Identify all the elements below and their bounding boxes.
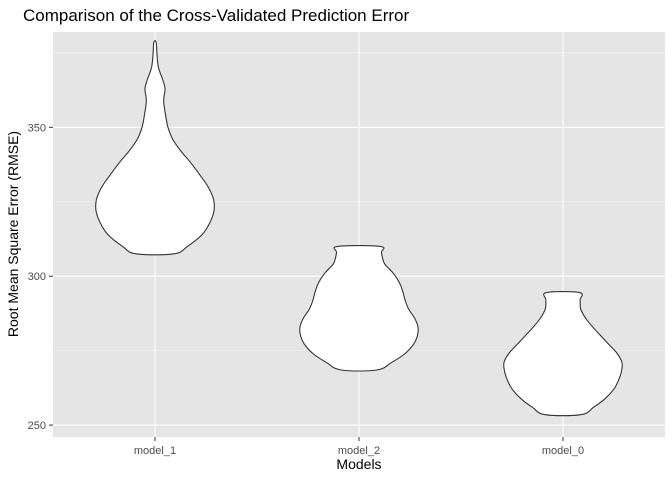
violin-model_2 (299, 245, 419, 372)
chart-title: Comparison of the Cross-Validated Predic… (23, 6, 409, 25)
violin-model_1 (95, 40, 215, 256)
y-axis-ticks: 250 300 350 (28, 122, 53, 432)
violin-layer (95, 40, 623, 417)
y-tick-label: 350 (28, 122, 46, 134)
x-axis-ticks: model_1 model_2 model_0 (134, 437, 584, 457)
y-axis-title: Root Mean Square Error (RMSE) (5, 131, 21, 337)
x-tick-label: model_1 (134, 445, 176, 457)
x-axis-title: Models (336, 456, 381, 472)
y-tick-label: 250 (28, 420, 46, 432)
violin-model_0 (503, 291, 623, 417)
y-tick-label: 300 (28, 271, 46, 283)
x-tick-label: model_0 (542, 445, 584, 457)
x-tick-label: model_2 (338, 445, 380, 457)
